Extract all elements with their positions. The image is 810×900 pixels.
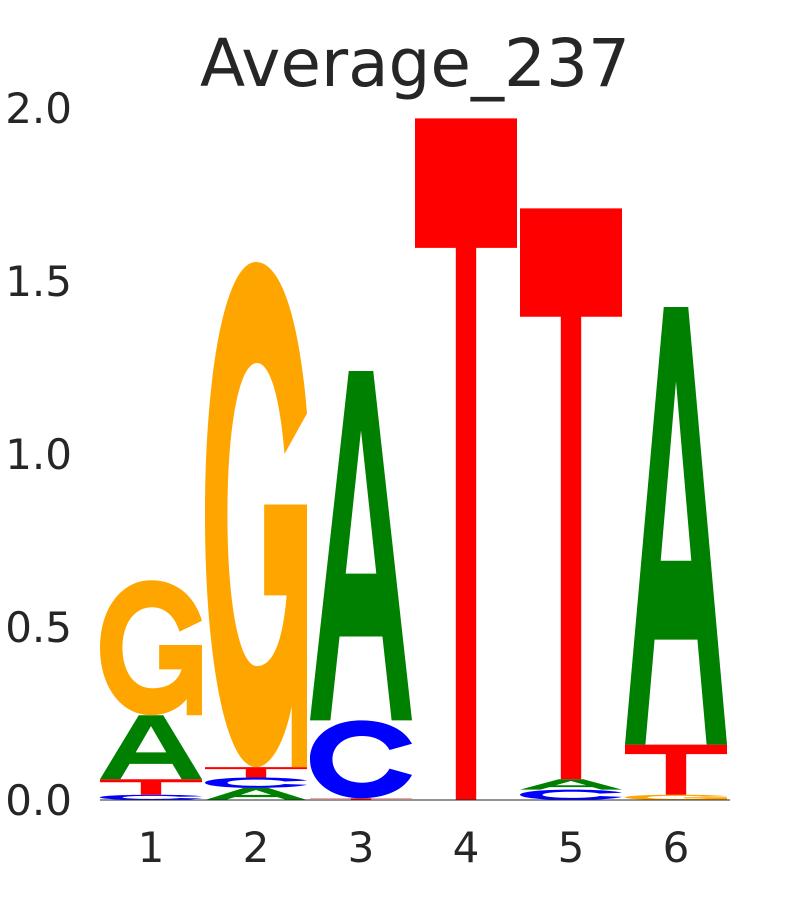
letter-A-pos-6 (625, 306, 727, 745)
letter-G-pos-2 (205, 261, 307, 768)
chart-title: Average_237 (200, 25, 630, 102)
letter-A-pos-3 (310, 370, 412, 721)
y-tick-label: 1.5 (5, 257, 72, 306)
letter-A-pos-2 (205, 787, 307, 800)
letter-A-pos-1 (100, 715, 202, 780)
letter-T-pos-4 (415, 118, 517, 800)
letter-T-pos-5 (520, 208, 622, 780)
letter-C-pos-3 (310, 720, 412, 799)
letter-C-pos-1 (100, 794, 202, 800)
x-tick-label: 2 (243, 823, 270, 872)
y-axis: 0.0 0.5 1.0 1.5 2.0 (5, 84, 72, 825)
x-axis: 1 2 3 4 5 6 (138, 823, 690, 872)
x-tick-label: 4 (453, 823, 480, 872)
letter-C-pos-2 (205, 777, 307, 788)
x-tick-label: 3 (348, 823, 375, 872)
y-tick-label: 2.0 (5, 84, 72, 133)
y-tick-label: 0.0 (5, 776, 72, 825)
letter-T-pos-1 (100, 779, 202, 795)
y-tick-label: 1.0 (5, 430, 72, 479)
letter-T-pos-3 (310, 798, 412, 800)
letter-G-pos-1 (100, 580, 202, 716)
letter-T-pos-2 (205, 767, 307, 778)
x-tick-label: 5 (558, 823, 585, 872)
x-tick-label: 6 (663, 823, 690, 872)
y-tick-label: 0.5 (5, 603, 72, 652)
x-tick-label: 1 (138, 823, 165, 872)
letter-stacks (100, 118, 727, 800)
letter-C-pos-5 (520, 789, 622, 800)
letter-A-pos-5 (520, 779, 622, 790)
letter-G-pos-6 (625, 794, 727, 800)
letter-T-pos-6 (625, 744, 727, 795)
